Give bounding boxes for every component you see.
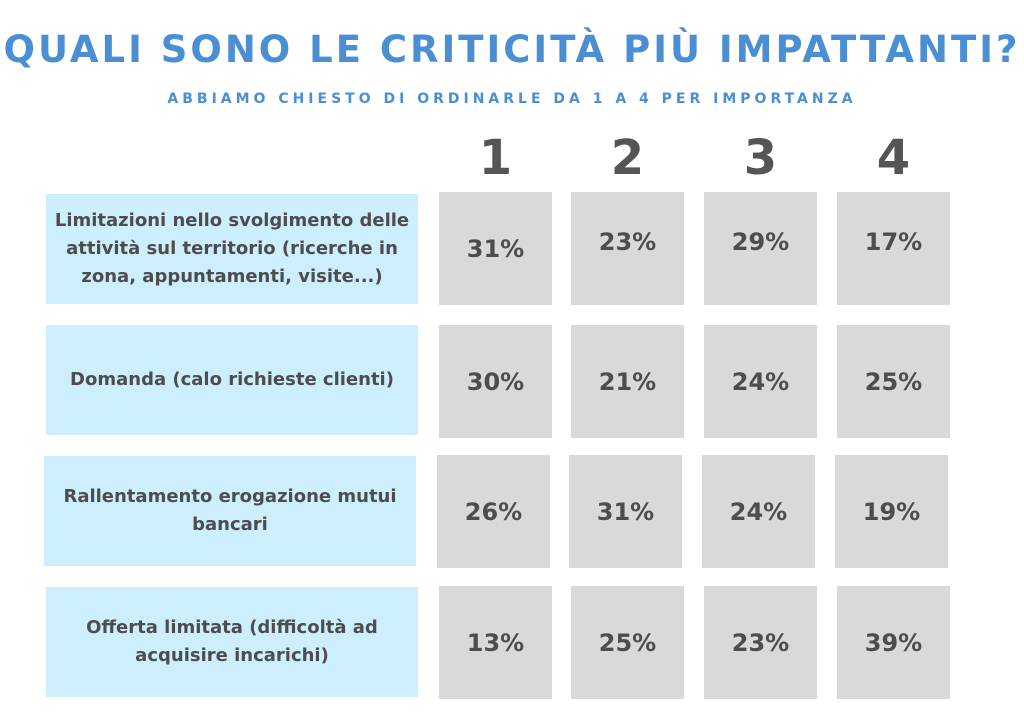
value-cell-r4-c4: 39% [837,586,950,699]
column-header-2: 2 [610,130,645,186]
value-cell-r4-c2: 25% [571,586,684,699]
value-cell-r2-c4: 25% [837,325,950,438]
row-label-mutui: Rallentamento erogazione mutui bancari [44,456,416,566]
value-cell-r4-c1: 13% [439,586,552,699]
row-label-domanda: Domanda (calo richieste clienti) [46,325,418,435]
column-header-3: 3 [743,130,778,186]
column-header-1: 1 [478,130,513,186]
value-cell-r3-c2: 31% [569,455,682,568]
value-cell-r2-c3: 24% [704,325,817,438]
value-cell-r1-c4: 17% [837,192,950,305]
value-cell-r1-c3: 29% [704,192,817,305]
value-cell-r2-c2: 21% [571,325,684,438]
row-label-offerta: Offerta limitata (difficoltà ad acquisir… [46,587,418,697]
value-cell-r3-c1: 26% [437,455,550,568]
column-header-4: 4 [876,130,911,186]
value-cell-r4-c3: 23% [704,586,817,699]
value-cell-r3-c3: 24% [702,455,815,568]
row-label-territorio: Limitazioni nello svolgimento delle atti… [46,194,418,304]
value-cell-r3-c4: 19% [835,455,948,568]
value-cell-r2-c1: 30% [439,325,552,438]
value-cell-r1-c2: 23% [571,192,684,305]
page-title: QUALI SONO LE CRITICITÀ PIÙ IMPATTANTI? [3,28,1021,71]
page-subtitle: ABBIAMO CHIESTO DI ORDINARLE DA 1 A 4 PE… [167,91,857,107]
value-cell-r1-c1: 31% [439,192,552,305]
